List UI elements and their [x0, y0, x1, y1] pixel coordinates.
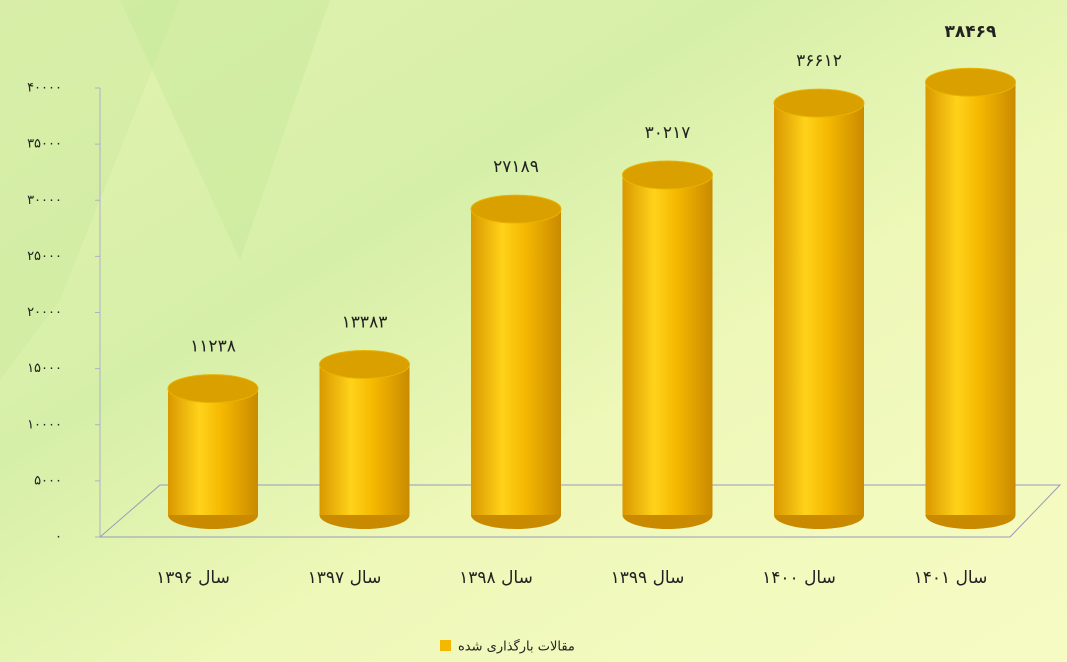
bar-top: [925, 67, 1016, 97]
y-tick-label: ۵۰۰۰: [34, 473, 62, 488]
bar-top: [319, 349, 410, 379]
legend-swatch: [440, 640, 451, 651]
x-tick-label: سال ۱۳۹۸: [459, 568, 533, 588]
y-tick-label: ۲۵۰۰۰: [27, 249, 62, 264]
bar: [925, 82, 1016, 515]
value-label: ۲۷۱۸۹: [493, 157, 539, 177]
floor: [99, 484, 1062, 538]
bar: [471, 209, 561, 515]
background-shape: [0, 0, 180, 380]
y-tick-label: ۲۰۰۰۰: [27, 305, 62, 320]
y-tick-label: ۴۰۰۰۰: [27, 81, 62, 96]
x-tick-label: سال ۱۳۹۹: [611, 568, 685, 588]
x-tick-label: سال ۱۴۰۱: [914, 568, 988, 588]
bar: [622, 175, 713, 515]
bar: [168, 388, 258, 515]
value-label: ۳۰۲۱۷: [645, 123, 691, 143]
y-tick-label: ۳۰۰۰۰: [27, 193, 62, 208]
bar-top: [622, 160, 713, 190]
y-tick-label: ۱۰۰۰۰: [27, 417, 62, 432]
x-tick-label: سال ۱۳۹۷: [308, 568, 382, 588]
y-tick-label: ۱۵۰۰۰: [27, 361, 62, 376]
value-label: ۱۱۲۳۸: [190, 337, 236, 357]
value-label: ۳۸۴۶۹: [945, 22, 998, 42]
bar-top: [167, 374, 259, 404]
x-tick-label: سال ۱۳۹۶: [156, 568, 230, 588]
bar-top: [470, 194, 562, 224]
y-tick-label: ۰: [55, 530, 62, 545]
legend-label: مقالات بارگذاری شده: [458, 639, 575, 655]
bar-top: [773, 88, 865, 118]
x-tick-label: سال ۱۴۰۰: [762, 568, 836, 588]
bar: [774, 103, 864, 516]
bar: [319, 364, 410, 515]
value-label: ۳۶۶۱۲: [796, 51, 842, 71]
background-shape: [120, 0, 330, 260]
y-tick-label: ۳۵۰۰۰: [27, 137, 62, 152]
value-label: ۱۳۳۸۳: [342, 312, 388, 332]
